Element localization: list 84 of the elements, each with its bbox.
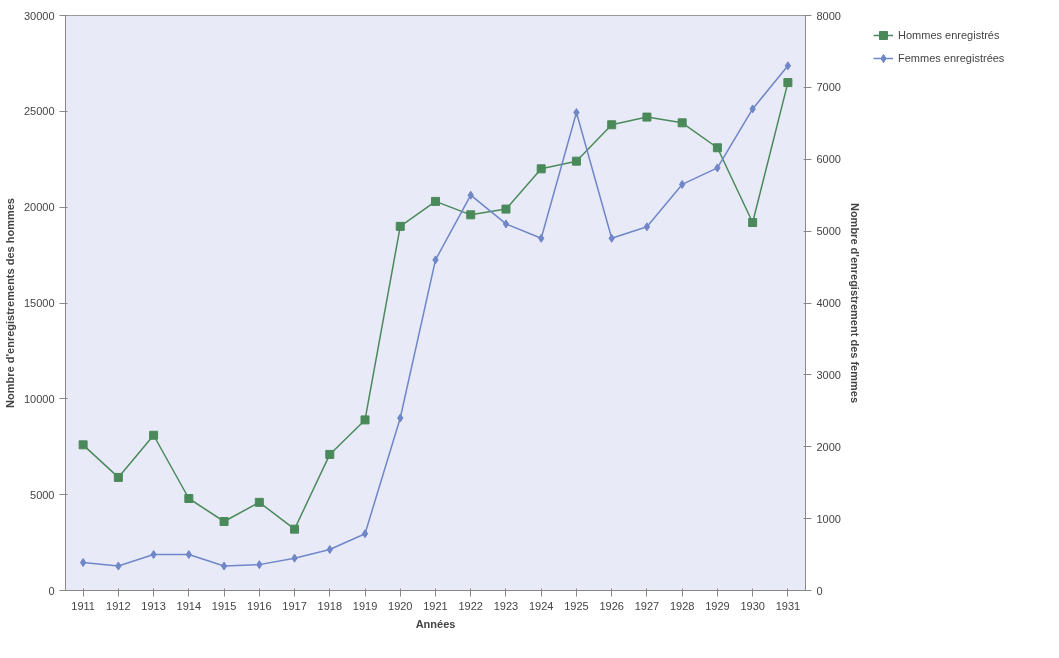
x-tick-label: 1927 (634, 599, 660, 612)
y-tick-label: 20000 (23, 201, 55, 214)
x-tick-label: 1921 (423, 599, 448, 612)
x-tick-label: 1916 (247, 599, 272, 612)
x-tick-label: 1919 (352, 599, 378, 612)
x-tick-label: 1924 (528, 599, 554, 612)
point (502, 219, 510, 229)
x-tick-label: 1915 (211, 599, 237, 612)
point (361, 529, 369, 539)
point (679, 179, 686, 189)
y2-tick-label: 2000 (816, 440, 841, 453)
point (254, 497, 264, 507)
x-tick-label: 1925 (564, 599, 589, 612)
point (219, 517, 229, 526)
point (360, 415, 370, 425)
y2-tick-label: 8000 (816, 9, 841, 22)
point (571, 156, 581, 166)
point (256, 560, 263, 570)
y-tick-label: 15000 (23, 297, 55, 309)
point (643, 222, 651, 232)
point (714, 163, 721, 173)
point (149, 430, 159, 440)
point (290, 524, 300, 534)
x-axis-title: Années (415, 617, 456, 630)
y2-tick-label: 4000 (816, 297, 841, 309)
x-tick-label: 1926 (599, 599, 624, 612)
y2-tick-label: 3000 (816, 368, 841, 381)
point (291, 553, 298, 563)
point (220, 561, 228, 571)
y-tick-label: 10000 (23, 392, 55, 405)
point (113, 472, 123, 482)
point (573, 108, 580, 118)
point (608, 233, 615, 243)
y-tick-label: 25000 (23, 105, 55, 118)
point (395, 221, 405, 231)
point (432, 255, 439, 265)
point (642, 112, 652, 122)
point (466, 210, 476, 220)
point (783, 78, 793, 88)
y2-axis-title: Nombre d'enregistrement des femmes (848, 202, 861, 404)
y2-tick-label: 1000 (816, 512, 841, 525)
point (325, 449, 335, 459)
legend-label: Femmes enregistrées (898, 52, 1005, 64)
x-tick-label: 1930 (740, 599, 765, 612)
point (115, 561, 122, 571)
point (397, 413, 404, 423)
point (185, 550, 192, 560)
point (150, 550, 157, 560)
point (326, 545, 333, 555)
point (607, 120, 617, 130)
x-tick-label: 1920 (388, 599, 413, 612)
point (538, 233, 545, 243)
x-tick-label: 1917 (282, 599, 307, 612)
x-tick-label: 1922 (458, 599, 483, 612)
x-tick-label: 1918 (317, 599, 343, 612)
x-tick-label: 1911 (71, 599, 95, 612)
x-tick-label: 1923 (493, 599, 519, 612)
point (431, 196, 440, 206)
point (749, 104, 756, 114)
y-tick-label: 5000 (30, 488, 55, 501)
point (712, 143, 722, 153)
point (467, 190, 474, 200)
y2-tick-label: 0 (816, 584, 823, 597)
point (501, 204, 511, 214)
point (677, 118, 687, 128)
point (78, 440, 88, 450)
x-tick-label: 1931 (775, 599, 801, 612)
point (79, 557, 87, 567)
point (748, 218, 758, 227)
point (184, 494, 194, 503)
legend-label: Hommes enregistrés (898, 29, 1000, 41)
y-axis-title: Nombre d'enregistrements des hommes (3, 198, 16, 408)
y2-tick-label: 6000 (816, 153, 841, 166)
y-tick-label: 0 (48, 584, 55, 597)
point (784, 61, 792, 71)
y2-tick-label: 5000 (816, 225, 841, 238)
point (536, 164, 546, 174)
y-tick-label: 30000 (23, 9, 55, 22)
x-tick-label: 1929 (705, 599, 730, 612)
x-tick-label: 1914 (176, 599, 202, 612)
x-tick-label: 1913 (141, 599, 166, 612)
x-tick-label: 1912 (106, 599, 131, 612)
x-tick-label: 1928 (669, 599, 695, 612)
y2-tick-label: 7000 (816, 81, 841, 94)
